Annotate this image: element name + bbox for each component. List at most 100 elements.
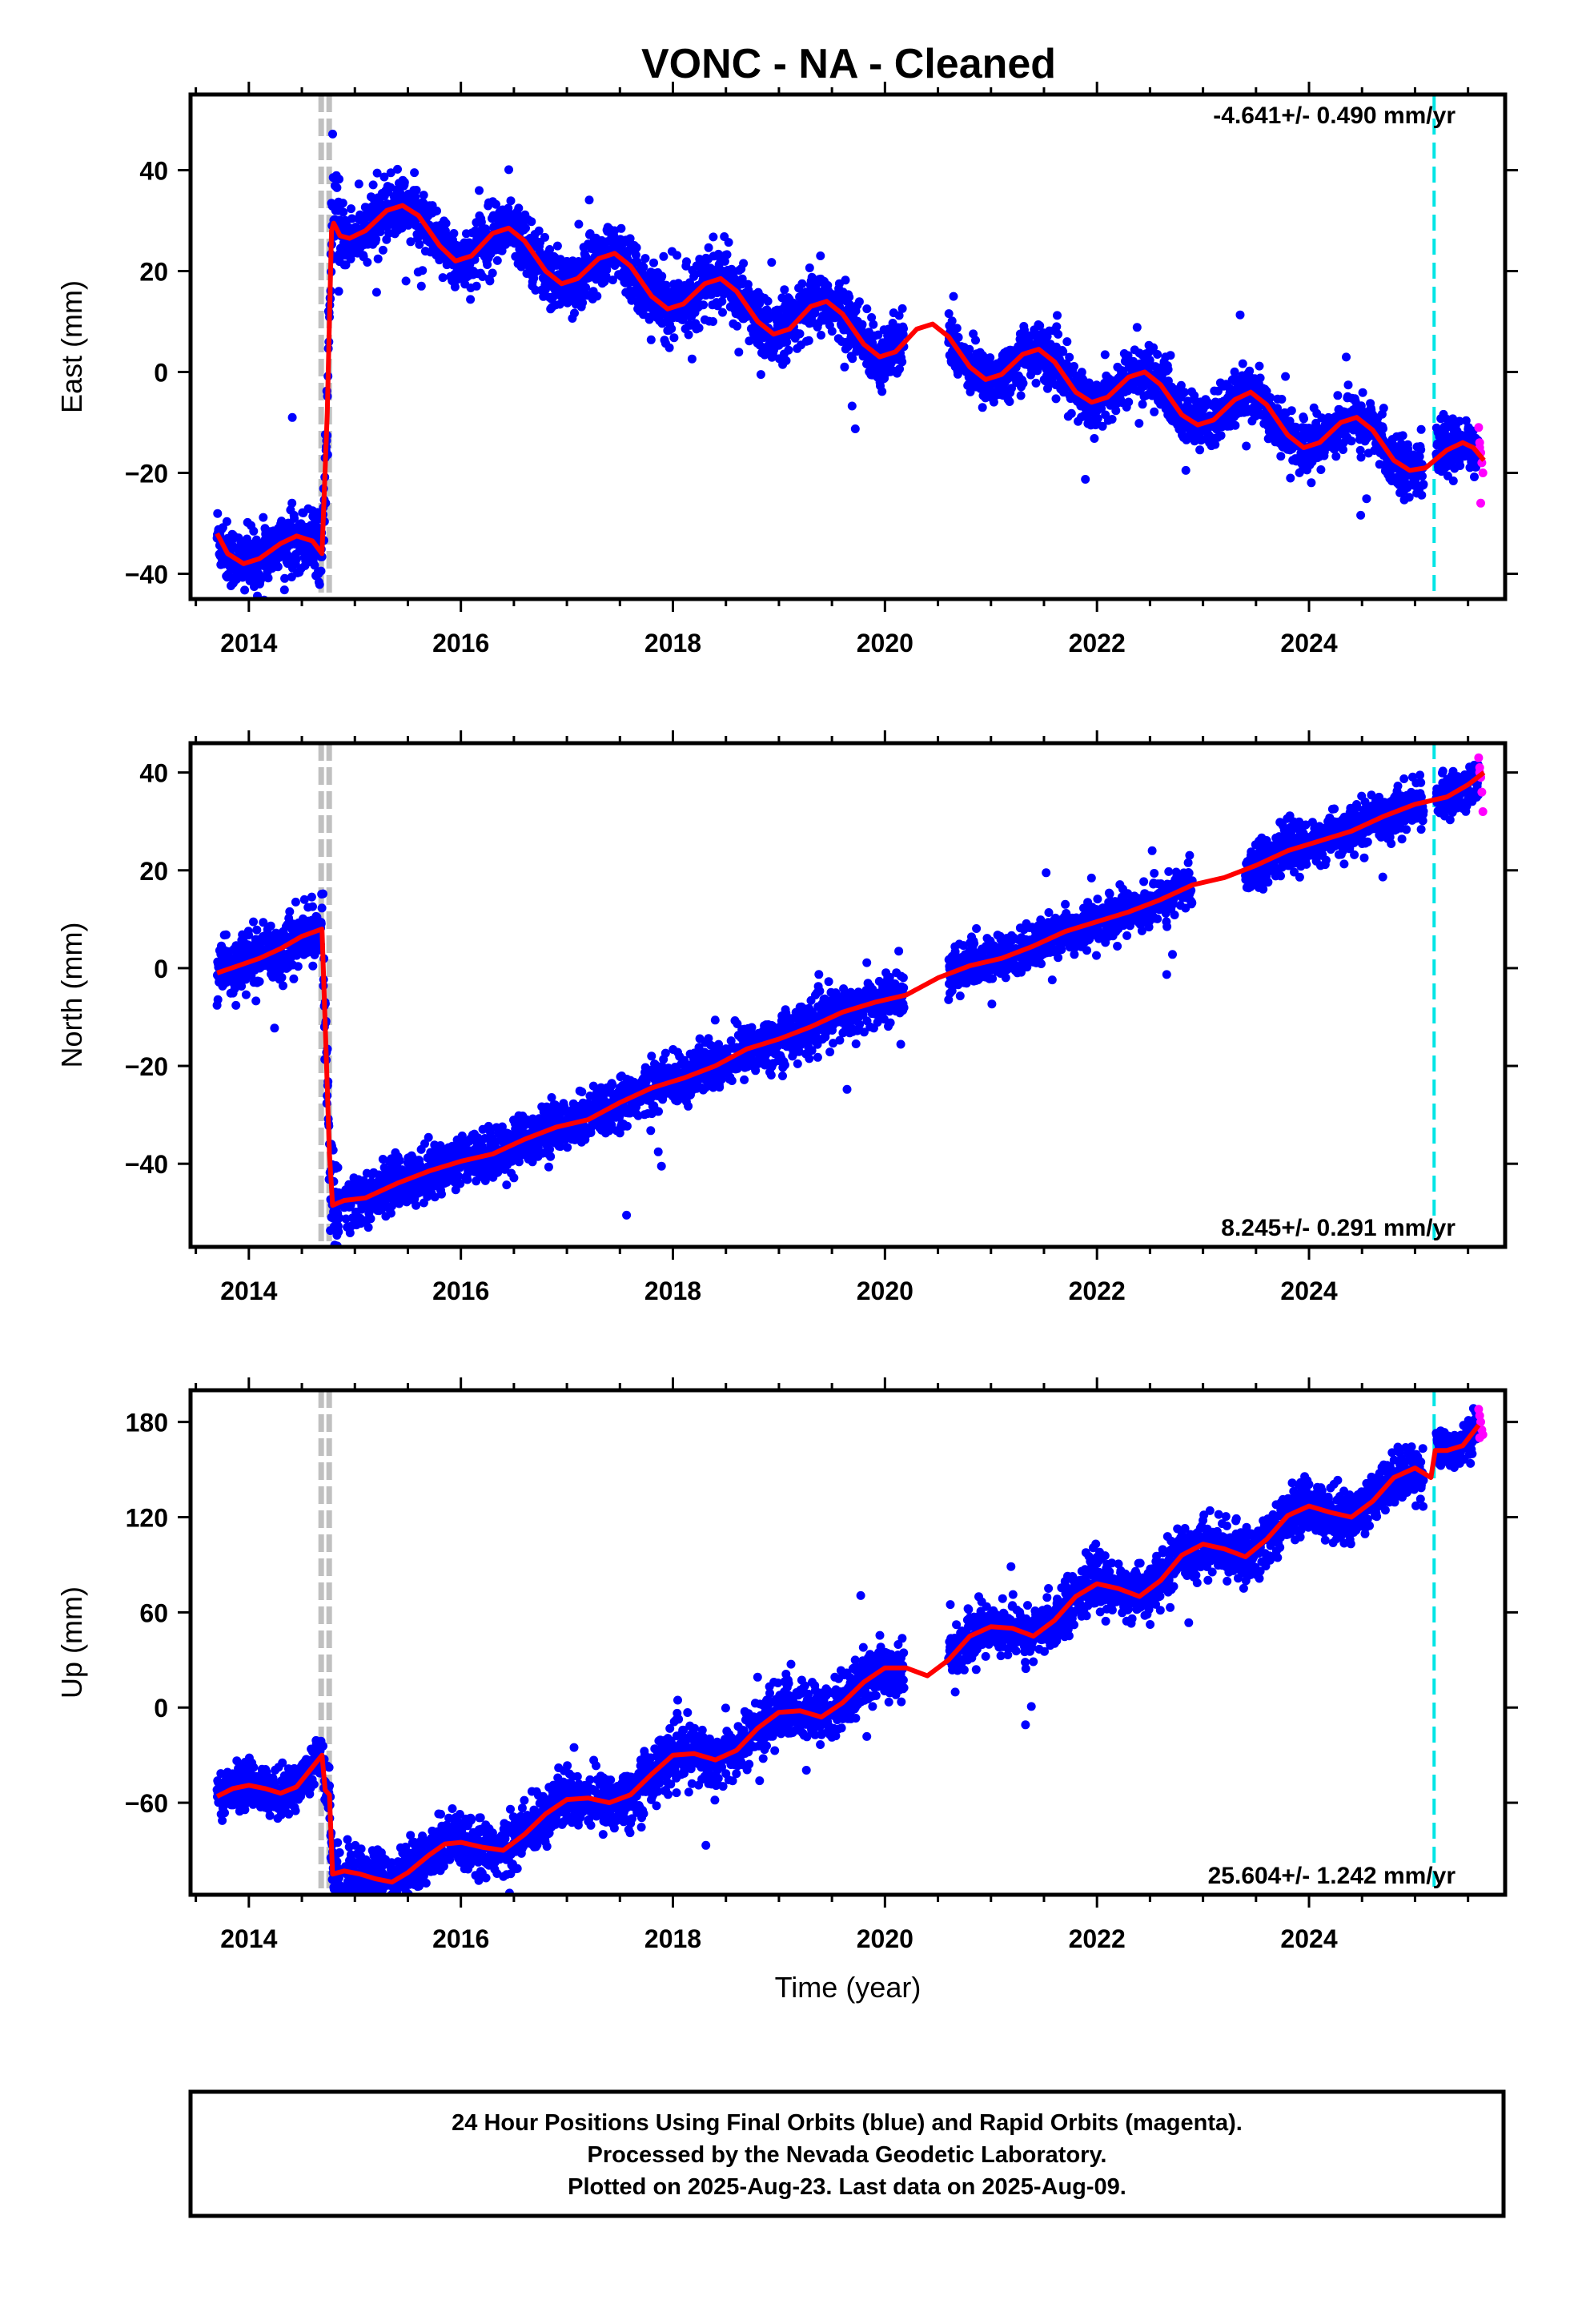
data-point [263,573,273,583]
data-point [947,316,957,326]
data-point [817,331,825,340]
data-point [659,251,669,261]
data-point [418,266,428,275]
data-point [1235,310,1245,320]
data-point [251,996,261,1006]
data-point [682,257,691,267]
data-point [488,268,497,278]
data-point [339,207,348,217]
data-point [1132,323,1142,332]
data-point [584,195,594,205]
data-point [1281,372,1291,381]
data-point [805,263,814,272]
data-point [371,287,381,297]
data-point [338,199,347,208]
data-point [717,296,727,306]
data-point [1026,332,1035,341]
data-point [869,320,878,329]
y-tick-label: 20 [139,258,168,287]
data-point [1018,379,1028,388]
velocity-label: -4.641+/- 0.490 mm/yr [1213,103,1456,129]
data-point [1358,388,1367,397]
data-point [631,251,640,259]
panel-north: 2014 2016 2018 2020 2022 2024−40−2002040North… [55,730,1518,1305]
data-point [412,186,421,195]
data-point [1150,407,1159,416]
data-point [315,580,324,589]
data-point [581,252,591,262]
data-point [438,273,448,283]
data-point [1342,352,1351,362]
data-point [312,516,322,525]
data-point [241,990,251,999]
data-point [581,283,591,292]
data-point [616,223,626,233]
data-point [531,285,540,295]
rapid-point [1474,423,1484,432]
data-point [827,327,837,336]
data-point [868,338,877,348]
data-point [332,183,342,192]
x-tick-label: 2024 [1280,629,1337,657]
data-point [545,245,555,254]
data-point [689,271,699,281]
data-point [734,348,744,357]
data-point [475,186,484,195]
data-point [334,287,343,296]
data-point [949,292,958,301]
data-point [687,354,697,364]
data-point [1416,445,1426,455]
data-point [1316,465,1326,474]
y-axis-label: East (mm) [55,280,88,413]
data-point [213,509,223,518]
data-point [492,199,500,209]
data-point [694,324,704,332]
data-point [521,223,530,233]
data-point [279,585,289,595]
data-point [1238,359,1247,368]
data-point [316,919,326,928]
data-point [277,973,287,983]
data-point [847,401,857,411]
data-point [492,255,502,265]
data-point [472,281,481,291]
data-point [266,921,275,931]
data-point [873,330,883,340]
data-point [971,336,980,345]
data-point [699,300,709,310]
data-point [724,238,733,247]
data-point [335,175,343,184]
data-point [739,259,749,268]
data-point [816,251,825,260]
y-tick-label: 40 [139,157,168,186]
data-point [780,285,789,295]
data-point [416,281,426,291]
data-point [848,354,857,364]
data-point [334,1227,343,1236]
data-point [280,573,290,583]
data-point [1093,414,1102,423]
data-point [1230,367,1239,376]
data-point [379,172,389,182]
data-point [249,917,258,927]
data-point [718,308,727,317]
data-point [733,321,742,331]
data-point [1097,404,1106,413]
data-point [804,336,813,345]
data-point [1062,337,1072,347]
data-point [406,237,416,247]
data-point [897,304,907,313]
data-point [485,276,495,286]
data-point [308,961,318,971]
data-point [415,239,424,249]
data-point [476,217,486,227]
data-point [665,343,674,352]
data-point [862,304,872,314]
data-point [273,562,283,572]
x-tick-label: 2016 [432,629,489,657]
data-point [1356,510,1366,520]
data-point [989,397,998,407]
data-point [1276,452,1286,461]
data-point [270,1023,279,1033]
data-point [952,324,962,333]
